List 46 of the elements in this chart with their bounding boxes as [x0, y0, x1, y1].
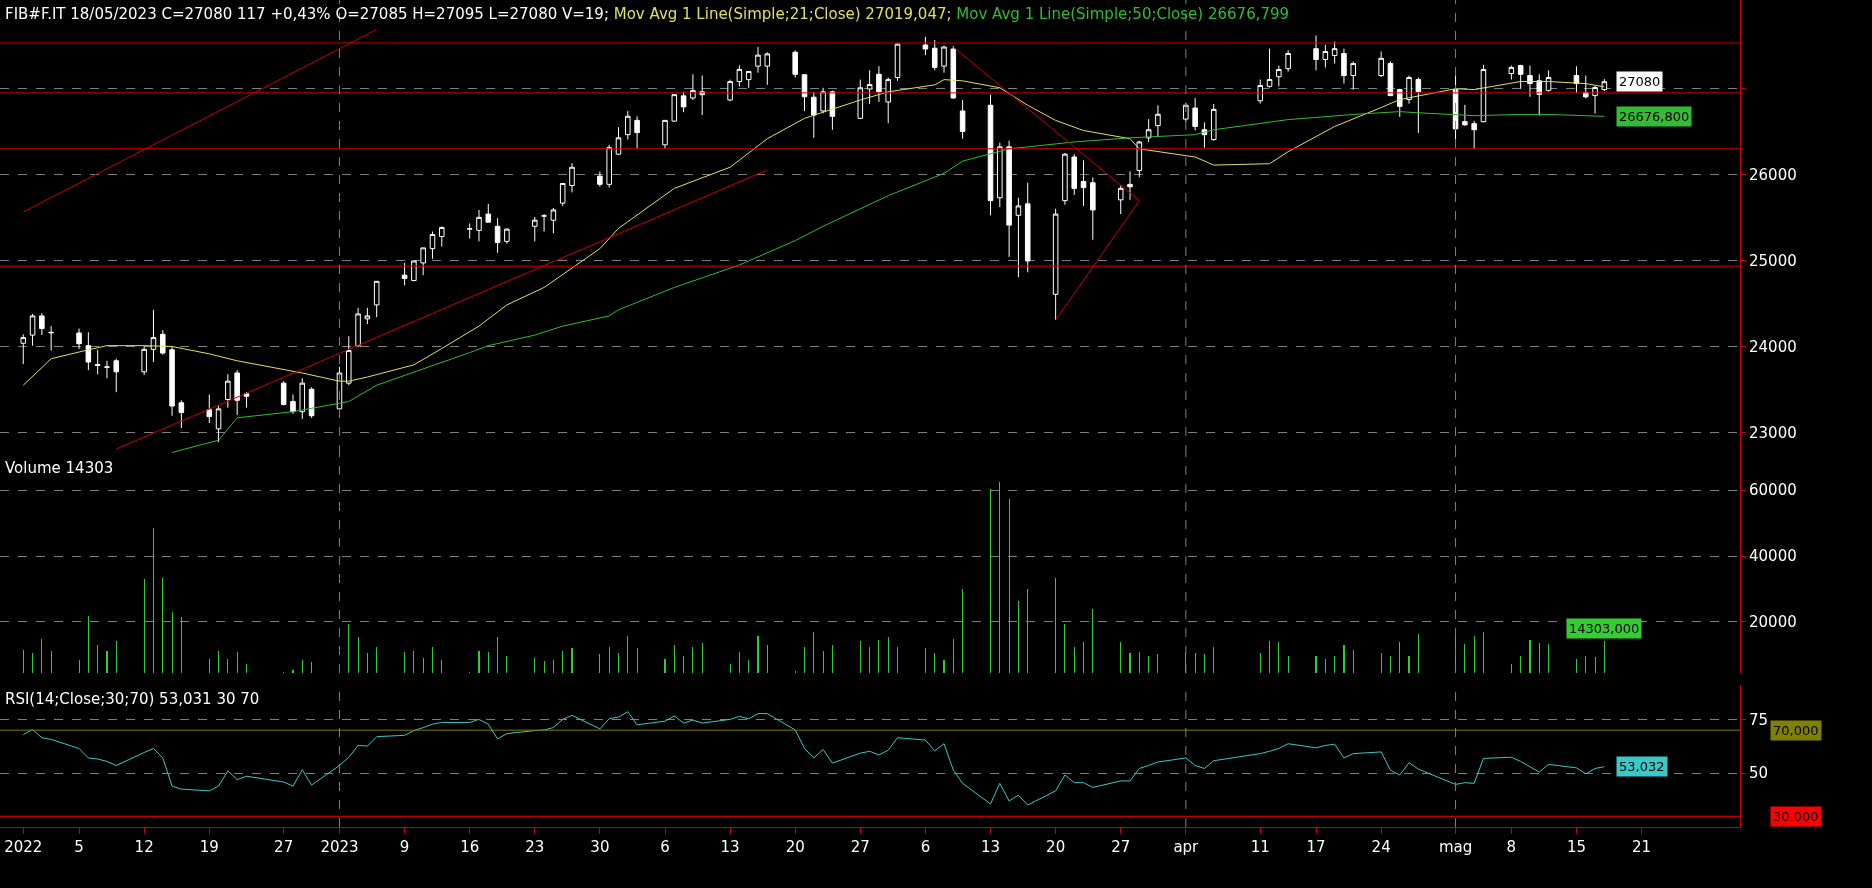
y-tick-label: 20000 — [1749, 613, 1797, 632]
y-tick-label: 50 — [1749, 764, 1769, 783]
chart-title: Volume 14303 — [5, 459, 114, 477]
x-tick-label: 8 — [1506, 838, 1517, 856]
x-tick-label: 2022 — [4, 838, 43, 856]
x-tick-label: 2023 — [320, 838, 359, 856]
chart-title: RSI(14;Close;30;70) 53,031 30 70 — [5, 690, 260, 708]
x-tick-label: 27 — [850, 838, 870, 856]
x-tick-label: 12 — [134, 838, 154, 856]
x-tick-label: 20 — [785, 838, 805, 856]
y-tick-label: 25000 — [1749, 251, 1797, 270]
text: Mov Avg 1 Line(Simple;21;Close) 27019,047; — [613, 5, 952, 23]
text: 27080 — [1619, 74, 1661, 89]
y-tick-label: 24000 — [1749, 337, 1797, 356]
x-tick-label: mag — [1438, 838, 1473, 856]
x-tick-label: 6 — [920, 838, 931, 856]
x-tick-label: 30 — [590, 838, 610, 856]
chart-title: FIB#F.IT 18/05/2023 C=27080 117 +0,43% O=27085 H=27095 L=27080 V=19; — [5, 5, 609, 23]
x-tick-label: apr — [1173, 838, 1200, 856]
y-tick-label: 60000 — [1749, 481, 1797, 500]
data-label: 14303,000 — [1569, 621, 1640, 636]
x-tick-label: 21 — [1632, 838, 1652, 856]
y-tick-label: 40000 — [1749, 547, 1797, 566]
annotation: 53,032 — [1619, 759, 1665, 774]
x-tick-label: 11 — [1250, 838, 1270, 856]
x-tick-label: 6 — [660, 838, 670, 856]
x-tick-label: 17 — [1306, 838, 1326, 856]
x-tick-label: 23 — [525, 838, 545, 856]
x-tick-label: 13 — [980, 838, 1001, 856]
x-tick-label: 13 — [720, 838, 740, 856]
ref-line-label: 30,000 — [1773, 809, 1819, 824]
x-tick-label: 20 — [1046, 838, 1066, 856]
x-tick-label: 19 — [199, 838, 219, 856]
x-tick-label: 27 — [1111, 838, 1131, 856]
x-tick-label: 15 — [1566, 838, 1587, 856]
x-tick-label: 24 — [1371, 838, 1391, 856]
y-tick-label: 75 — [1749, 710, 1769, 729]
ref-line-label: 70,000 — [1773, 723, 1819, 738]
text: Mov Avg 1 Line(Simple;50;Close) 26676,799 — [956, 5, 1290, 23]
x-tick-label: 16 — [460, 838, 480, 856]
x-tick-label: 5 — [74, 838, 84, 856]
x-tick-label: 9 — [399, 838, 410, 856]
y-tick-label: 23000 — [1749, 423, 1797, 442]
x-tick-label: 27 — [274, 838, 294, 856]
data-label: 26676,800 — [1619, 109, 1690, 124]
y-tick-label: 26000 — [1749, 165, 1797, 184]
